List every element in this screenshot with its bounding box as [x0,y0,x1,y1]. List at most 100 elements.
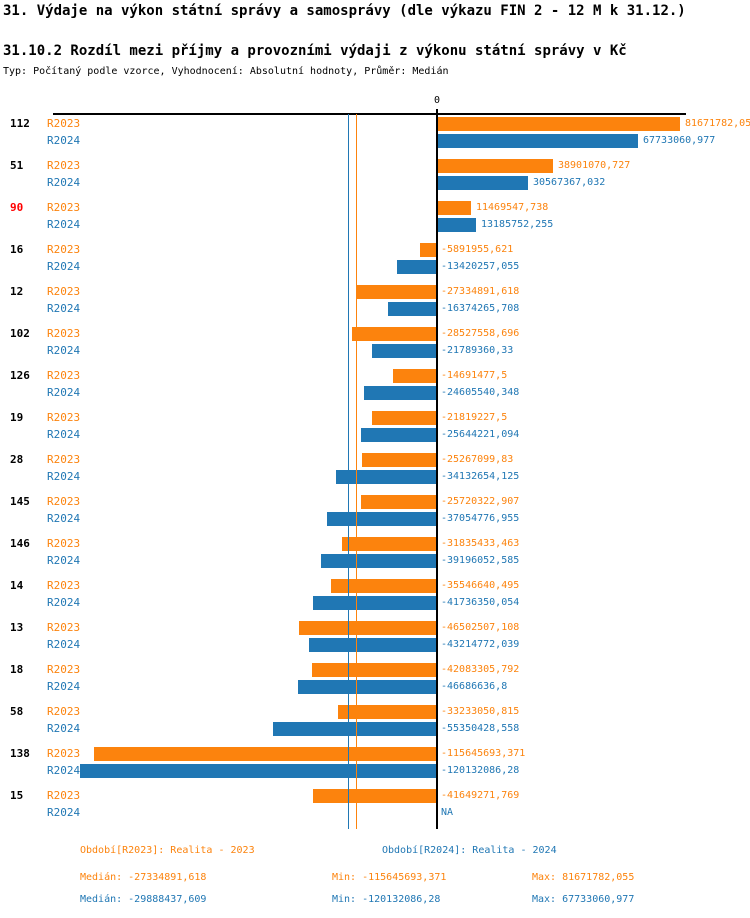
series-label-r2023: R2023 [47,747,81,760]
zero-axis-line [436,109,438,829]
category-label: 14 [10,579,24,592]
category-label: 90 [10,201,24,214]
series-label-r2023: R2023 [47,411,81,424]
stat-max-2023: Max: 81671782,055 [532,872,635,883]
stat-max-2024: Max: 67733060,977 [532,894,635,905]
bar-value-r2024: -24605540,348 [441,387,520,398]
bar-value-r2023: -25267099,83 [441,454,514,465]
series-label-r2023: R2023 [47,327,81,340]
series-label-r2024: R2024 [47,722,81,735]
category-label: 12 [10,285,24,298]
series-label-r2024: R2024 [47,554,81,567]
bar-value-r2024: 67733060,977 [643,135,716,146]
series-label-r2024: R2024 [47,680,81,693]
bar-r2023 [312,663,437,677]
bar-r2023 [313,789,437,803]
series-label-r2023: R2023 [47,705,81,718]
series-label-r2023: R2023 [47,117,81,130]
series-label-r2023: R2023 [47,537,81,550]
bar-value-r2023: -27334891,618 [441,286,520,297]
bar-value-r2024: NA [441,807,454,818]
bar-r2024 [336,470,437,484]
bar-r2023 [352,327,437,341]
category-label: 145 [10,495,30,508]
series-label-r2024: R2024 [47,344,81,357]
bar-r2023 [361,495,437,509]
series-label-r2023: R2023 [47,789,81,802]
bar-value-r2024: -21789360,33 [441,345,514,356]
bar-value-r2024: -39196052,585 [441,555,520,566]
bar-value-r2023: -33233050,815 [441,706,520,717]
bar-r2023 [299,621,437,635]
stat-min-2023: Min: -115645693,371 [332,872,447,883]
series-label-r2023: R2023 [47,285,81,298]
series-label-r2024: R2024 [47,470,81,483]
series-label-r2024: R2024 [47,134,81,147]
bar-r2023 [356,285,437,299]
bar-r2024 [321,554,437,568]
series-label-r2024: R2024 [47,512,81,525]
bar-r2023 [437,201,471,215]
bar-value-r2023: 11469547,738 [476,202,549,213]
bar-r2024 [437,134,638,148]
category-label: 112 [10,117,30,130]
bar-value-r2023: -21819227,5 [441,412,508,423]
category-label: 58 [10,705,24,718]
bar-value-r2024: -25644221,094 [441,429,520,440]
bar-r2024 [372,344,437,358]
category-label: 126 [10,369,30,382]
report-title: 31. Výdaje na výkon státní správy a samo… [3,3,686,19]
bar-r2023 [437,159,553,173]
series-label-r2023: R2023 [47,663,81,676]
bar-value-r2024: -13420257,055 [441,261,520,272]
series-label-r2023: R2023 [47,159,81,172]
bar-value-r2023: -41649271,769 [441,790,520,801]
category-label: 13 [10,621,24,634]
category-label: 138 [10,747,30,760]
legend-period-2023: Období[R2023]: Realita - 2023 [80,845,255,856]
series-label-r2024: R2024 [47,764,81,777]
bar-r2024 [437,218,476,232]
series-label-r2023: R2023 [47,243,81,256]
bar-value-r2023: -28527558,696 [441,328,520,339]
bar-r2023 [393,369,437,383]
bar-r2023 [362,453,437,467]
report-subtitle: 31.10.2 Rozdíl mezi příjmy a provozními … [3,43,627,59]
category-label: 51 [10,159,24,172]
category-label: 18 [10,663,24,676]
bar-value-r2023: 81671782,05 [685,118,750,129]
bar-value-r2023: -31835433,463 [441,538,520,549]
bar-r2024 [437,176,528,190]
bar-value-r2024: -34132654,125 [441,471,520,482]
bar-r2024 [397,260,437,274]
bar-value-r2023: -35546640,495 [441,580,520,591]
bar-r2023 [372,411,437,425]
x-axis-zero-label: 0 [433,95,441,106]
category-label: 19 [10,411,24,424]
stat-min-2024: Min: -120132086,28 [332,894,441,905]
series-label-r2024: R2024 [47,260,81,273]
category-label: 146 [10,537,30,550]
bar-value-r2024: 13185752,255 [481,219,554,230]
bar-value-r2024: -55350428,558 [441,723,520,734]
series-label-r2024: R2024 [47,386,81,399]
x-axis-line [53,113,686,115]
bar-value-r2024: -41736350,054 [441,597,520,608]
legend-period-2024: Období[R2024]: Realita - 2024 [382,845,557,856]
bar-value-r2023: -14691477,5 [441,370,508,381]
bar-r2023 [338,705,437,719]
bar-r2023 [420,243,437,257]
bar-r2023 [94,747,437,761]
series-label-r2024: R2024 [47,596,81,609]
bar-value-r2024: -37054776,955 [441,513,520,524]
bar-value-r2023: 38901070,727 [558,160,631,171]
bar-r2024 [298,680,437,694]
series-label-r2023: R2023 [47,495,81,508]
median-line-r2024 [348,114,349,829]
series-label-r2023: R2023 [47,201,81,214]
series-label-r2023: R2023 [47,369,81,382]
series-label-r2024: R2024 [47,176,81,189]
category-label: 28 [10,453,24,466]
bar-r2024 [80,764,437,778]
